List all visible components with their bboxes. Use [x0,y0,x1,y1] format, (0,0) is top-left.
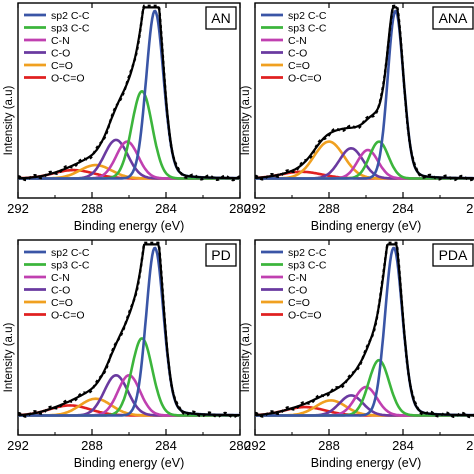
panel-pd: 292 288 284 280 Binding energy (eV) Intensity… [3,239,251,470]
x-tick-label: 288 [318,201,340,216]
plot-frame [254,239,474,436]
y-axis-label: Intensity (a.u) [240,85,252,155]
x-tick-label: 280 [466,201,474,216]
legend-label: sp3 C-C [51,23,90,35]
x-tick-label: 284 [155,201,177,216]
legend-label: O-C=O [51,310,85,322]
legend-label: sp2 C-C [51,10,90,22]
legend-label: C=O [288,297,310,309]
x-axis-label: Binding energy (eV) [74,219,184,233]
x-axis-label: Binding energy (eV) [74,456,184,470]
legend-label: sp2 C-C [51,247,90,259]
measured-data-line [255,241,474,419]
measured-data-line [18,4,240,182]
panel-ana: 292 288 284 280 Binding energy (eV) Intensity… [240,2,474,233]
panel-label-box [432,6,474,30]
panel-label-box [205,6,237,30]
measured-data-line [255,4,474,182]
x-tick-label: 288 [81,201,103,216]
panel-label-box [205,243,237,267]
x-tick-label: 292 [7,438,29,453]
plot-area [18,4,240,182]
legend-label: C-O [288,48,307,60]
y-axis-label: Intensity (a.u) [3,322,15,392]
legend-label: sp3 C-C [51,260,90,272]
legend-label: sp2 C-C [288,10,327,22]
x-tick-label: 288 [81,438,103,453]
x-tick-label: 284 [155,438,177,453]
x-tick-label: 280 [229,201,251,216]
measured-data-line [18,241,240,419]
x-tick-label: 292 [7,201,29,216]
y-axis-label: Intensity (a.u) [240,322,252,392]
x-tick-label: 288 [318,438,340,453]
panel-label: PDA [439,247,468,263]
plot-frame [17,239,241,436]
x-tick-label: 292 [244,438,266,453]
panel-label: PD [211,247,230,263]
legend-label: O-C=O [288,73,322,85]
legend-label: O-C=O [288,310,322,322]
legend-label: C-O [288,285,307,297]
panel-label: ANA [439,10,468,26]
legend-label: C-N [288,272,307,284]
panel-an: 292 288 284 280 Binding energy (eV) Intensity… [3,2,251,233]
x-tick-label: 280 [466,438,474,453]
x-tick-label: 292 [244,201,266,216]
plot-area [255,4,474,182]
panel-label-box [432,243,474,267]
legend-label: C-N [288,35,307,47]
legend-label: C-N [51,35,70,47]
y-axis-label: Intensity (a.u) [3,85,15,155]
plot-area [18,241,240,419]
legend-label: C-O [51,285,70,297]
legend-label: C=O [288,60,310,72]
legend-label: O-C=O [51,73,85,85]
panel-pda: 292 288 284 280 Binding energy (eV) Intensity… [240,239,474,470]
legend-label: C-O [51,48,70,60]
legend-label: sp3 C-C [288,23,327,35]
x-tick-label: 280 [229,438,251,453]
x-axis-label: Binding energy (eV) [311,219,421,233]
legend-label: sp2 C-C [288,247,327,259]
plot-area [255,241,474,419]
x-tick-label: 284 [392,201,414,216]
legend-label: sp3 C-C [288,260,327,272]
legend-label: C=O [51,297,73,309]
legend-label: C=O [51,60,73,72]
x-axis-label: Binding energy (eV) [311,456,421,470]
plot-frame [17,2,241,199]
x-tick-label: 284 [392,438,414,453]
panel-label: AN [211,10,230,26]
legend-label: C-N [51,272,70,284]
